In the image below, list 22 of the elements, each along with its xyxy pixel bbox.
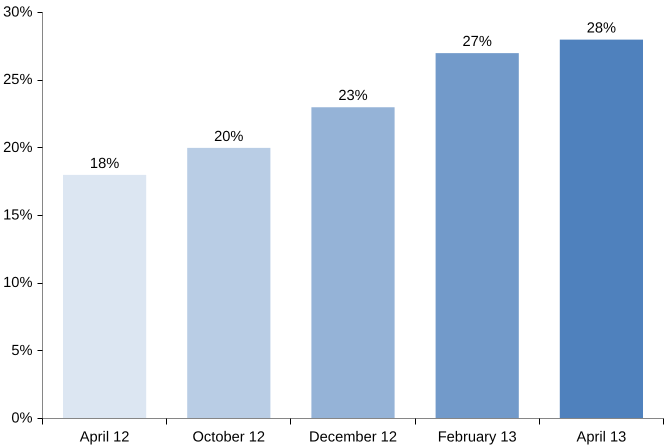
data-label: 20%	[214, 128, 244, 145]
bar	[62, 174, 146, 418]
x-tick-label: October 12	[192, 430, 266, 446]
bar	[560, 40, 644, 418]
y-tick-label: 10%	[3, 275, 33, 292]
x-tick-label: April 13	[576, 430, 626, 446]
y-tick-label: 30%	[3, 4, 33, 20]
bar	[436, 53, 519, 418]
x-tick-label: December 12	[309, 430, 397, 446]
y-tick-label: 5%	[11, 342, 33, 359]
y-tick-label: 0%	[11, 410, 33, 426]
y-tick-label: 15%	[3, 208, 33, 224]
y-tick-label: 20%	[3, 140, 33, 156]
bar	[187, 148, 270, 418]
data-label: 27%	[462, 34, 492, 50]
bar	[311, 107, 395, 418]
data-label: 18%	[90, 156, 120, 172]
x-tick-label: April 12	[80, 430, 130, 446]
data-label: 23%	[338, 88, 368, 104]
data-label: 28%	[586, 20, 616, 37]
y-tick-label: 25%	[3, 72, 33, 88]
x-tick-label: February 13	[438, 430, 517, 446]
